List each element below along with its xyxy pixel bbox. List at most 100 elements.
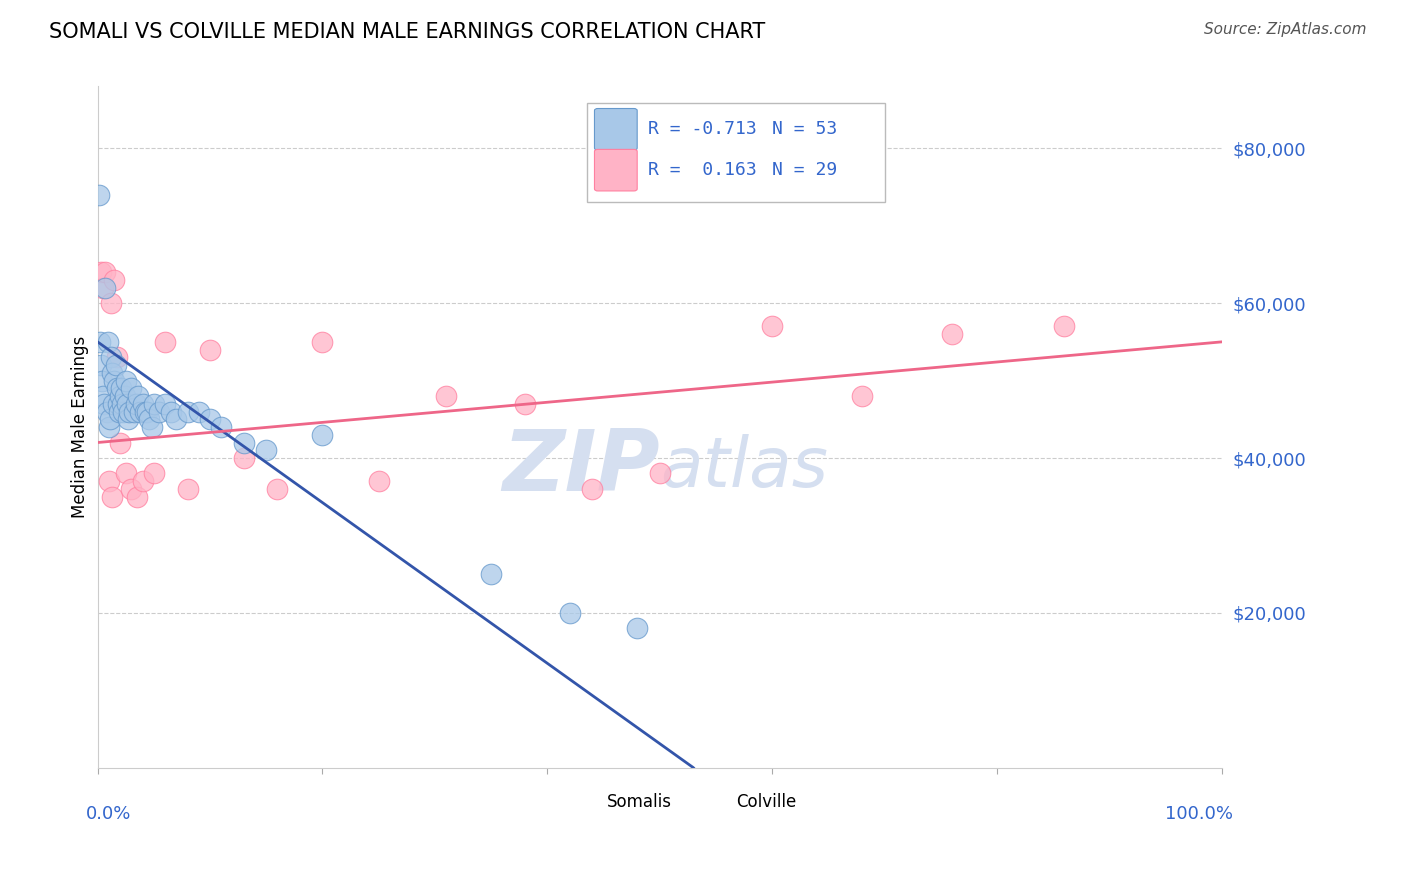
Point — [153, 334, 176, 349]
FancyBboxPatch shape — [697, 790, 730, 819]
Point — [125, 490, 148, 504]
Point — [105, 351, 128, 365]
Point — [98, 412, 121, 426]
FancyBboxPatch shape — [595, 149, 637, 191]
Point — [110, 381, 132, 395]
Text: N = 53: N = 53 — [772, 120, 838, 138]
Point — [93, 397, 115, 411]
Point — [176, 482, 198, 496]
Point — [626, 621, 648, 635]
Point — [87, 187, 110, 202]
Point — [209, 420, 232, 434]
Point — [103, 397, 125, 411]
Point — [94, 265, 117, 279]
Text: SOMALI VS COLVILLE MEDIAN MALE EARNINGS CORRELATION CHART: SOMALI VS COLVILLE MEDIAN MALE EARNINGS … — [49, 22, 765, 42]
Point — [165, 412, 187, 426]
Point — [138, 412, 160, 426]
Point — [941, 327, 963, 342]
Point — [558, 606, 581, 620]
Point — [108, 404, 131, 418]
Point — [136, 404, 159, 418]
Text: ZIP: ZIP — [502, 426, 659, 509]
Point — [103, 374, 125, 388]
Point — [91, 280, 114, 294]
Point — [254, 443, 277, 458]
Point — [118, 404, 141, 418]
Point — [101, 366, 124, 380]
Point — [232, 450, 254, 465]
Point — [434, 389, 457, 403]
Point — [761, 319, 783, 334]
Y-axis label: Median Male Earnings: Median Male Earnings — [72, 336, 89, 518]
Point — [104, 358, 127, 372]
Point — [142, 397, 165, 411]
Point — [89, 334, 111, 349]
Point — [90, 358, 112, 372]
Point — [115, 397, 138, 411]
Point — [198, 412, 221, 426]
Point — [131, 397, 153, 411]
Point — [120, 381, 142, 395]
Point — [94, 280, 117, 294]
Text: 100.0%: 100.0% — [1166, 805, 1233, 823]
Point — [311, 334, 333, 349]
Point — [176, 404, 198, 418]
Text: atlas: atlas — [659, 434, 828, 501]
Text: 0.0%: 0.0% — [86, 805, 132, 823]
Point — [105, 381, 128, 395]
Point — [120, 482, 142, 496]
Point — [131, 474, 153, 488]
Point — [117, 412, 139, 426]
Point — [142, 467, 165, 481]
Point — [581, 482, 603, 496]
Point — [97, 474, 120, 488]
Point — [112, 404, 135, 418]
Point — [108, 435, 131, 450]
Point — [100, 351, 122, 365]
Point — [101, 490, 124, 504]
Point — [367, 474, 389, 488]
Point — [125, 397, 148, 411]
Point — [141, 420, 163, 434]
FancyBboxPatch shape — [595, 109, 637, 150]
Point — [107, 397, 129, 411]
Point — [91, 389, 114, 403]
Point — [159, 404, 181, 418]
Point — [96, 404, 118, 418]
FancyBboxPatch shape — [586, 103, 884, 202]
Point — [266, 482, 288, 496]
Point — [1053, 319, 1076, 334]
Text: Source: ZipAtlas.com: Source: ZipAtlas.com — [1204, 22, 1367, 37]
Point — [103, 273, 125, 287]
Point — [148, 404, 170, 418]
Text: R = -0.713: R = -0.713 — [648, 120, 758, 138]
Point — [122, 404, 145, 418]
Point — [648, 467, 671, 481]
Point — [97, 420, 120, 434]
Point — [129, 404, 152, 418]
Text: R =  0.163: R = 0.163 — [648, 161, 758, 179]
Point — [114, 374, 136, 388]
Point — [111, 397, 134, 411]
Point — [198, 343, 221, 357]
Point — [114, 389, 136, 403]
Point — [100, 296, 122, 310]
Point — [479, 567, 502, 582]
Point — [134, 404, 156, 418]
Point — [108, 389, 131, 403]
Point — [187, 404, 209, 418]
Point — [851, 389, 873, 403]
Text: Colville: Colville — [737, 794, 796, 812]
Point — [232, 435, 254, 450]
Point — [513, 397, 536, 411]
Point — [90, 265, 112, 279]
Point — [127, 389, 149, 403]
Point — [153, 397, 176, 411]
Point — [311, 427, 333, 442]
Point — [91, 374, 114, 388]
Point — [97, 334, 120, 349]
Text: Somalis: Somalis — [607, 794, 672, 812]
Point — [114, 467, 136, 481]
Text: N = 29: N = 29 — [772, 161, 838, 179]
FancyBboxPatch shape — [568, 790, 600, 819]
